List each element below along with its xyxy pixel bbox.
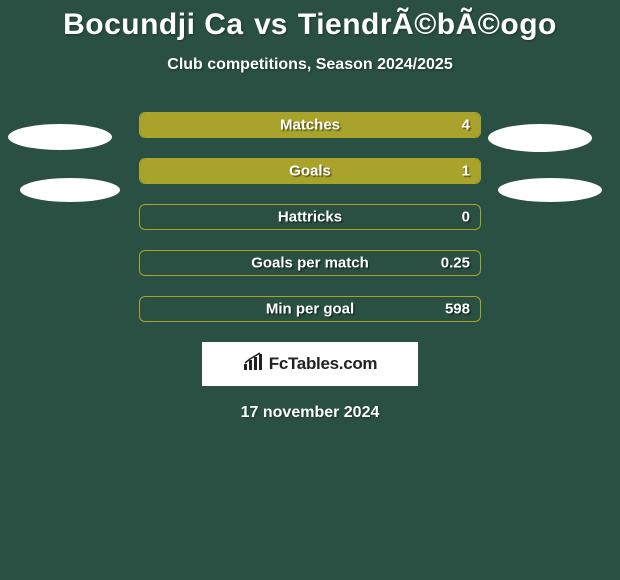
stat-bar: Matches4 xyxy=(139,112,481,138)
stat-bar: Goals per match0.25 xyxy=(139,250,481,276)
stat-bar-value: 598 xyxy=(445,301,470,318)
stat-bar-fill xyxy=(140,113,480,137)
stat-bar-value: 0 xyxy=(462,209,470,226)
logo-box: FcTables.com xyxy=(202,342,418,386)
stat-bar-label: Goals per match xyxy=(140,255,480,272)
decorative-ellipse xyxy=(488,124,592,152)
decorative-ellipse xyxy=(498,178,602,202)
player-right-name: TiendrÃ©bÃ©ogo xyxy=(298,8,557,42)
stat-bar-label: Min per goal xyxy=(140,301,480,318)
stat-bar: Hattricks0 xyxy=(139,204,481,230)
logo-inner: FcTables.com xyxy=(243,352,378,377)
decorative-ellipse xyxy=(20,178,120,202)
player-left-name: Bocundji Ca xyxy=(63,8,244,42)
stat-bar-label: Hattricks xyxy=(140,209,480,226)
stat-bar: Min per goal598 xyxy=(139,296,481,322)
stat-bar-value: 0.25 xyxy=(441,255,470,272)
stat-bar-fill xyxy=(140,159,480,183)
chart-icon xyxy=(243,352,265,377)
logo-text: FcTables.com xyxy=(269,354,378,374)
decorative-ellipse xyxy=(8,124,112,150)
stat-bar: Goals1 xyxy=(139,158,481,184)
date-line: 17 november 2024 xyxy=(0,404,620,422)
title-row: Bocundji Ca vs TiendrÃ©bÃ©ogo xyxy=(0,0,620,42)
subtitle: Club competitions, Season 2024/2025 xyxy=(0,56,620,74)
vs-label: vs xyxy=(254,8,287,42)
